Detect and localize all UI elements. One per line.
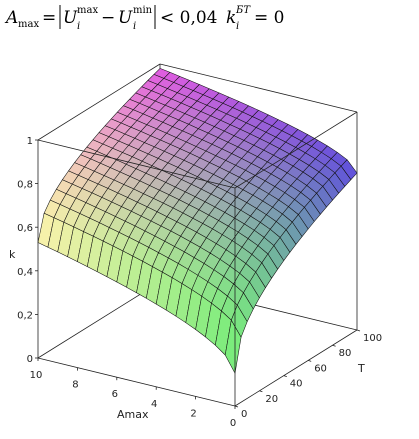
z-axis-label: k	[9, 248, 16, 261]
eq-u2-sup: min	[133, 5, 153, 16]
z-tick-label-2: 0,4	[17, 267, 33, 278]
z-tick-label-3: 0,6	[17, 223, 33, 234]
plot-box-front	[37, 111, 358, 407]
z-tick-label-1: 0,2	[17, 310, 33, 321]
box-edge-top-left	[37, 63, 161, 141]
eq-a-main: A	[4, 8, 18, 28]
box-edge-front-bottom-left	[37, 357, 236, 407]
y-tick-mark-5	[356, 329, 361, 332]
y-tick-label-2: 40	[290, 379, 303, 390]
y-tick-mark-2	[283, 375, 287, 377]
y-tick-mark-3	[308, 360, 312, 362]
eq-k-main: k	[226, 8, 236, 28]
surface-cell-0-0	[224, 319, 242, 374]
y-tick-mark-1	[259, 390, 263, 393]
eq-k-sub: i	[236, 21, 239, 32]
x-tick-label-0: 10	[30, 370, 43, 381]
z-tick-label-4: 0,8	[17, 180, 33, 191]
x-tick-label-4: 2	[190, 408, 196, 419]
x-tick-label-5: 0	[230, 418, 236, 429]
box-edge-front-bottom-right	[234, 329, 358, 407]
eq-u1-sup: max	[77, 5, 98, 16]
x-tick-label-2: 6	[112, 389, 118, 400]
eq-u1-main: U	[63, 8, 78, 28]
eq-u2-main: U	[118, 8, 133, 28]
x-axis-label: Amax	[117, 408, 149, 421]
y-tick-label-5: 100	[363, 333, 382, 344]
eq-k-rhs: = 0	[254, 8, 284, 28]
z-tick-label-0: 0	[27, 354, 33, 365]
box-edge-top-right	[159, 63, 358, 113]
eq-a-sub: max	[18, 19, 39, 30]
eq-minus: −	[101, 8, 115, 28]
eq-u2-sub: i	[133, 21, 136, 32]
y-tick-label-1: 20	[265, 394, 278, 405]
eq-less-than: < 0,04	[160, 8, 218, 28]
y-axis-label: T	[357, 362, 365, 375]
y-tick-mark-0	[234, 405, 239, 408]
box-edge-front-top-left	[37, 139, 236, 189]
box-edge-front-top-right	[234, 111, 358, 189]
equation-header: A max = U max i − U min i < 0,04 k БТ i …	[4, 5, 284, 32]
surface-mesh	[37, 68, 358, 374]
y-tick-mark-4	[332, 344, 336, 347]
y-tick-label-3: 60	[314, 363, 327, 374]
y-tick-label-0: 0	[241, 409, 247, 420]
eq-equals: =	[42, 8, 56, 28]
x-tick-label-1: 8	[72, 380, 78, 391]
eq-u1-sub: i	[77, 21, 80, 32]
x-tick-label-3: 4	[151, 399, 157, 410]
z-tick-label-5: 1	[27, 136, 33, 147]
y-tick-label-4: 80	[339, 348, 352, 359]
eq-k-sup: БТ	[235, 5, 251, 16]
